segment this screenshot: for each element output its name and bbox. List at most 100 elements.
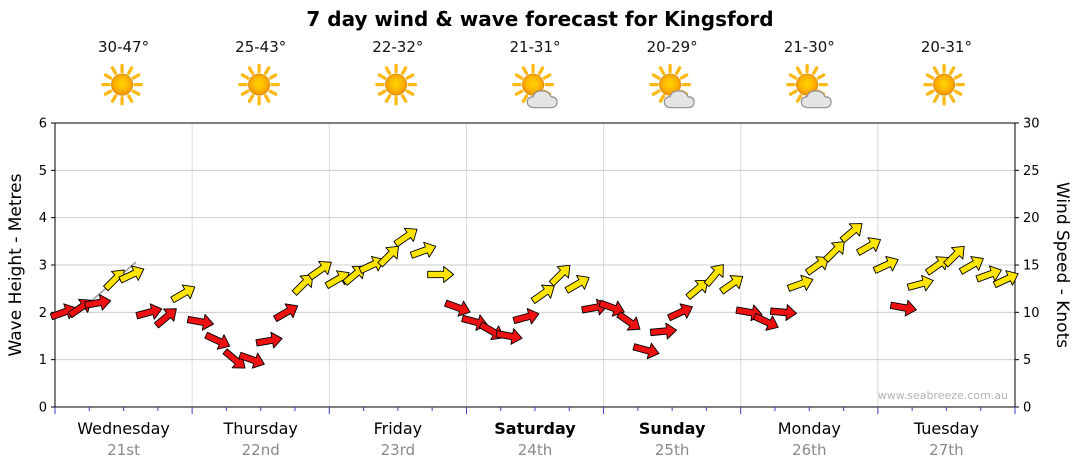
left-axis-tick-label: 0 xyxy=(39,401,47,416)
watermark: www.seabreeze.com.au xyxy=(878,389,1008,402)
wind-arrow xyxy=(118,265,145,284)
sunny-icon xyxy=(921,63,971,111)
day-name: Sunday xyxy=(638,419,706,438)
day-name: Monday xyxy=(777,419,841,438)
cloud-shape xyxy=(800,90,832,109)
temperature-range: 21-31° xyxy=(509,38,561,56)
wind-arrow xyxy=(616,311,641,331)
wind-arrow xyxy=(667,303,693,322)
temperature-range: 21-30° xyxy=(783,38,835,56)
wind-arrow xyxy=(186,313,214,331)
wind-arrow xyxy=(855,237,882,256)
wind-arrow xyxy=(943,245,965,268)
wind-arrow xyxy=(495,328,523,345)
day-name: Wednesday xyxy=(77,419,170,438)
day-column-header: 21-30° xyxy=(741,38,878,111)
temperature-range: 30-47° xyxy=(98,38,150,56)
day-name: Thursday xyxy=(223,419,298,438)
right-axis-tick-label: 15 xyxy=(1023,259,1040,274)
wind-arrow xyxy=(273,303,299,323)
day-labels-row: Wednesday 21st Thursday 22nd Friday 23rd Satur… xyxy=(55,419,1015,459)
wind-arrow xyxy=(889,299,917,317)
wind-arrow xyxy=(255,331,283,349)
temperature-range: 20-31° xyxy=(920,38,972,56)
wind-arrow xyxy=(632,342,660,360)
day-date: 25th xyxy=(654,441,690,459)
day-name: Saturday xyxy=(494,419,576,438)
left-axis-tick-label: 3 xyxy=(39,259,47,274)
wind-arrow xyxy=(598,299,625,317)
day-label: Tuesday 27th xyxy=(878,419,1015,459)
right-axis-tick-label: 30 xyxy=(1023,117,1040,132)
wind-arrow xyxy=(377,245,399,268)
wind-arrow xyxy=(752,312,779,331)
wind-arrow xyxy=(291,274,314,296)
wind-arrow xyxy=(564,275,590,294)
sunny-icon xyxy=(373,63,423,111)
wind-arrow xyxy=(393,227,418,248)
day-date: 24th xyxy=(517,441,553,459)
right-axis-tick-label: 10 xyxy=(1023,306,1040,321)
cloud-shape xyxy=(663,90,695,109)
wind-arrow xyxy=(685,279,709,300)
left-axis-tick-label: 6 xyxy=(39,117,47,132)
wind-arrow xyxy=(530,284,555,304)
wind-arrow xyxy=(703,264,724,287)
wind-arrow xyxy=(409,241,437,259)
day-column-header: 25-43° xyxy=(192,38,329,111)
day-date: 26th xyxy=(792,441,827,459)
day-date: 23rd xyxy=(380,441,416,459)
day-label: Saturday 24th xyxy=(466,419,603,459)
day-label: Thursday 22nd xyxy=(192,419,329,459)
wind-arrow xyxy=(769,304,798,321)
wind-arrow xyxy=(872,256,899,274)
wind-arrow xyxy=(958,256,984,275)
wind-arrow xyxy=(975,265,1002,283)
day-date: 22nd xyxy=(241,441,280,459)
left-axis-tick-label: 1 xyxy=(39,353,47,368)
day-name: Tuesday xyxy=(913,419,979,438)
cloud-shape xyxy=(526,90,558,109)
wind-arrow xyxy=(649,322,678,340)
chart-title: 7 day wind & wave forecast for Kingsford xyxy=(306,7,774,31)
day-date: 21st xyxy=(107,441,140,459)
wind-arrow xyxy=(135,303,163,320)
wind-arrow xyxy=(170,284,196,304)
day-label: Sunday 25th xyxy=(604,419,741,459)
day-label: Monday 26th xyxy=(741,419,878,459)
day-label: Friday 23rd xyxy=(329,419,466,459)
day-column-header: 21-31° xyxy=(466,38,603,111)
wind-arrow xyxy=(427,266,455,283)
sunny-icon xyxy=(236,63,286,111)
wind-arrow xyxy=(786,274,814,292)
day-column-header: 20-29° xyxy=(604,38,741,111)
wind-arrow xyxy=(238,351,265,369)
partly-cloudy-icon xyxy=(510,63,560,111)
left-axis-tick-label: 5 xyxy=(39,164,47,179)
right-axis-tick-label: 5 xyxy=(1023,353,1031,368)
day-column-header: 30-47° xyxy=(55,38,192,111)
day-column-header: 20-31° xyxy=(878,38,1015,111)
day-date: 27th xyxy=(929,441,964,459)
day-label: Wednesday 21st xyxy=(55,419,192,459)
right-axis-tick-label: 20 xyxy=(1023,211,1040,226)
day-headers-row: 30-47° 25-43° 22-32° 21-31° 20-29° 21-30° 20-3… xyxy=(55,38,1015,111)
day-column-header: 22-32° xyxy=(329,38,466,111)
left-axis-tick-label: 4 xyxy=(39,211,47,226)
wind-arrow xyxy=(992,270,1019,289)
wind-arrow xyxy=(719,275,744,295)
wind-arrow xyxy=(906,274,934,292)
wind-arrow xyxy=(804,256,829,276)
wind-arrow xyxy=(823,241,845,263)
wind-arrow xyxy=(307,260,332,281)
temperature-range: 25-43° xyxy=(235,38,287,56)
right-axis-tick-label: 0 xyxy=(1023,401,1031,416)
wind-arrow xyxy=(512,308,540,325)
sunny-icon xyxy=(99,63,149,111)
partly-cloudy-icon xyxy=(784,63,834,111)
left-axis-tick-label: 2 xyxy=(39,306,47,321)
wind-arrow xyxy=(839,223,863,244)
partly-cloudy-icon xyxy=(647,63,697,111)
